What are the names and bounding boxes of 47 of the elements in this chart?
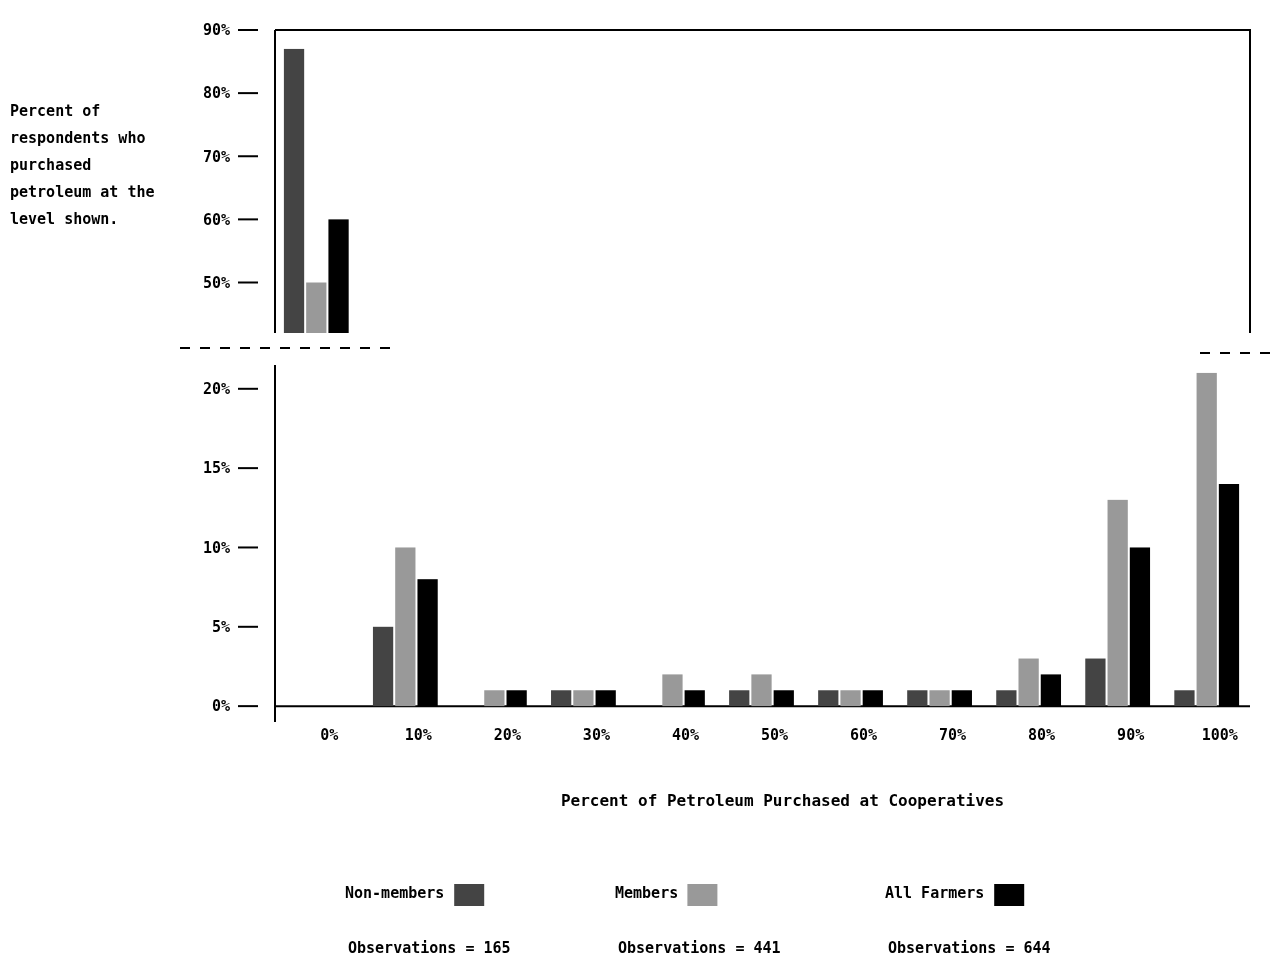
x-tick-label: 40% bbox=[671, 726, 700, 744]
y-tick-label: 70% bbox=[202, 147, 230, 166]
text: Observations = 644 bbox=[888, 939, 1051, 957]
y-tick-label: 80% bbox=[202, 84, 230, 103]
y-tick-label: 0% bbox=[211, 697, 230, 716]
legend-label: All Farmers bbox=[885, 884, 985, 902]
legend-label: Members bbox=[615, 884, 679, 902]
x-tick-label: 60% bbox=[849, 726, 878, 744]
x-tick-label: 10% bbox=[404, 726, 432, 744]
bar bbox=[840, 690, 861, 707]
y-axis-title: Percent of respondents who purchased petroleum at the level shown. bbox=[10, 102, 155, 228]
y-tick-label: 15% bbox=[202, 459, 230, 478]
bar bbox=[1107, 499, 1128, 707]
bar bbox=[751, 674, 772, 707]
y-tick-label: 20% bbox=[202, 380, 230, 399]
bar bbox=[1018, 658, 1039, 707]
x-tick-label: 100% bbox=[1201, 726, 1238, 744]
bar bbox=[484, 690, 505, 707]
x-tick-label: 50% bbox=[760, 726, 789, 744]
y-tick-label: 10% bbox=[202, 538, 230, 557]
y-tick-label: 90% bbox=[202, 21, 230, 40]
bar bbox=[907, 690, 928, 707]
x-tick-label: 90% bbox=[1117, 726, 1145, 744]
bar bbox=[1174, 690, 1195, 707]
x-tick-label: 0% bbox=[320, 726, 339, 744]
bar bbox=[996, 690, 1017, 707]
x-tick-label: 30% bbox=[582, 726, 610, 744]
x-tick-label: 70% bbox=[939, 726, 967, 744]
bar bbox=[395, 547, 416, 707]
x-tick-label: 80% bbox=[1028, 726, 1056, 744]
text: Observations = 441 bbox=[618, 939, 781, 957]
bar bbox=[573, 690, 594, 707]
bar bbox=[1196, 372, 1217, 707]
bar bbox=[662, 674, 683, 707]
x-axis-title: Percent of Petroleum Purchased at Cooperatives bbox=[560, 791, 1005, 810]
bar bbox=[729, 690, 750, 707]
y-tick-label: 60% bbox=[202, 210, 230, 229]
bar bbox=[372, 626, 394, 707]
x-tick-label: 20% bbox=[493, 726, 521, 744]
y-tick-label: 50% bbox=[202, 273, 230, 292]
bar bbox=[929, 690, 950, 707]
bar bbox=[818, 690, 839, 707]
bar bbox=[1085, 658, 1106, 707]
text: Observations = 165 bbox=[348, 939, 511, 957]
bar bbox=[551, 690, 572, 707]
y-tick-label: 5% bbox=[211, 618, 230, 637]
legend-label: Non-members bbox=[345, 884, 445, 902]
